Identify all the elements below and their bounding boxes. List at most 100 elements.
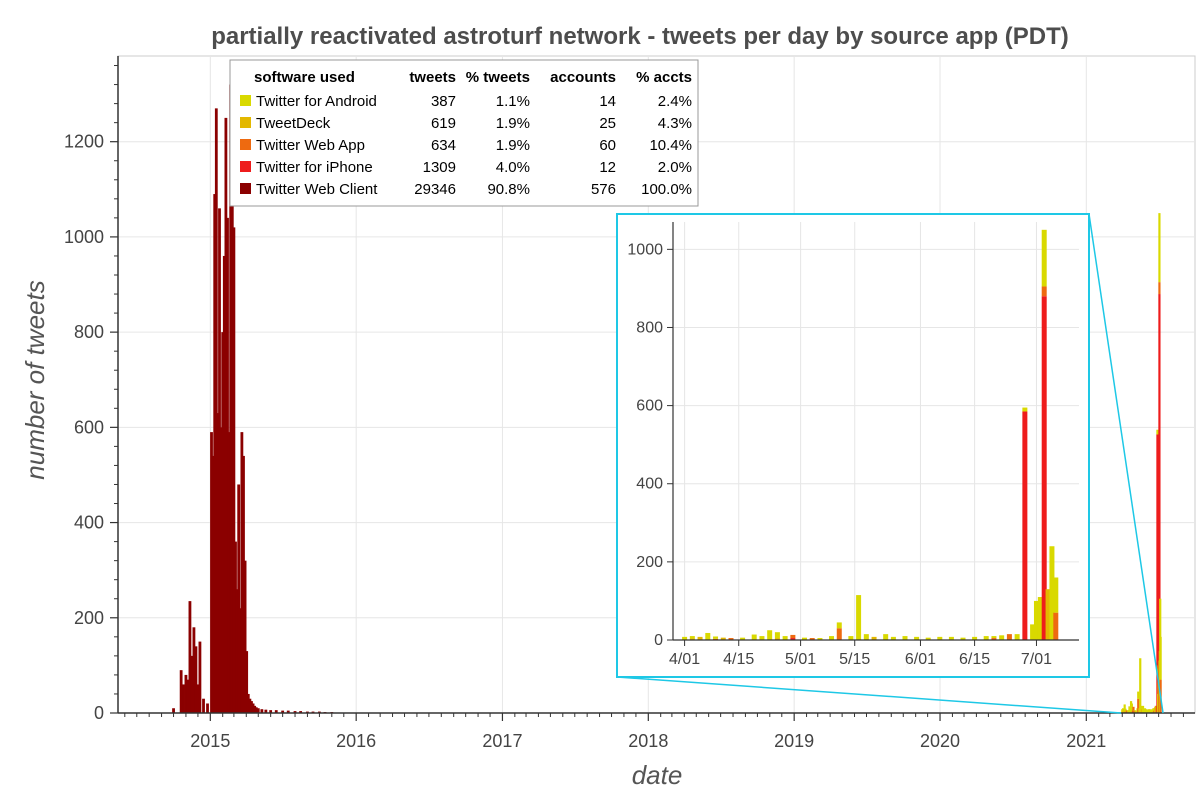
inset-bar xyxy=(817,638,823,640)
legend-header: accounts xyxy=(550,69,616,86)
legend-cell: 1.9% xyxy=(496,115,530,132)
inset-bar xyxy=(689,636,695,639)
main-bar xyxy=(250,701,253,713)
inset-chart: 0 200 400 600 800 1000 4/01 4/15 5/01 5/15 6/01 6/1… xyxy=(616,213,1090,678)
y-tick-label: 0 xyxy=(94,703,104,723)
inset-bar xyxy=(759,636,765,640)
main-bar xyxy=(218,208,221,713)
legend-cell: Twitter Web App xyxy=(256,137,365,154)
inset-bar xyxy=(682,636,688,640)
legend-cell: Twitter Web Client xyxy=(256,181,378,198)
x-axis-label: date xyxy=(632,760,683,790)
main-bar xyxy=(293,711,297,713)
main-bar xyxy=(251,703,255,713)
recent-bar xyxy=(1137,691,1140,699)
inset-bar xyxy=(948,636,954,640)
legend-cell: 2.4% xyxy=(658,93,692,110)
x-tick-label: 2021 xyxy=(1066,731,1106,751)
recent-bar xyxy=(1140,709,1143,713)
main-bar xyxy=(219,427,223,713)
main-bar xyxy=(264,709,268,713)
main-bar xyxy=(210,432,213,713)
legend-cell: 387 xyxy=(431,93,456,110)
inset-y-tick-label: 0 xyxy=(654,632,663,649)
legend-cell: 10.4% xyxy=(649,137,692,154)
main-bar xyxy=(222,255,226,713)
legend-cell: 14 xyxy=(599,93,616,110)
main-bar xyxy=(243,560,247,713)
recent-bar xyxy=(1148,709,1151,713)
inset-bar xyxy=(705,632,711,640)
main-bars xyxy=(172,84,1162,714)
legend-cell: 634 xyxy=(431,137,456,154)
main-bar xyxy=(202,698,205,713)
main-bar xyxy=(226,217,229,713)
main-bar xyxy=(192,627,196,713)
y-tick-label: 400 xyxy=(74,513,104,533)
legend-header: software used xyxy=(254,69,355,86)
inset-bar xyxy=(809,638,815,640)
legend-cell: 1.9% xyxy=(496,137,530,154)
inset-y-tick-label: 400 xyxy=(636,476,663,493)
inset-x-tick-label: 4/01 xyxy=(669,651,700,668)
main-bar xyxy=(281,710,285,713)
main-bar xyxy=(235,589,239,713)
inset-bar xyxy=(697,636,703,640)
inset-bar xyxy=(991,636,997,639)
legend-cell: 1.1% xyxy=(496,93,530,110)
recent-bar xyxy=(1156,429,1159,435)
main-bar xyxy=(198,641,202,713)
y-tick-label: 1200 xyxy=(64,132,104,152)
zoom-line-left xyxy=(616,676,1122,714)
inset-bar xyxy=(848,636,854,640)
recent-bar xyxy=(1132,706,1135,711)
main-bar xyxy=(224,117,228,714)
inset-bar xyxy=(713,636,719,639)
inset-bar xyxy=(1022,411,1028,640)
main-bar xyxy=(237,484,241,713)
y-tick-label: 800 xyxy=(74,322,104,342)
recent-bar xyxy=(1125,710,1129,713)
inset-y-tick-label: 200 xyxy=(636,554,663,571)
main-bar xyxy=(213,194,217,714)
legend-cell: 4.3% xyxy=(658,115,692,132)
inset-x-tick-label: 6/01 xyxy=(905,651,936,668)
zoom-connector-lines xyxy=(616,213,1164,714)
legend-box xyxy=(229,59,699,207)
inset-bar xyxy=(871,636,877,640)
x-tick-label: 2015 xyxy=(190,731,230,751)
legend-cell: 25 xyxy=(599,115,616,132)
inset-bar xyxy=(1030,624,1036,640)
main-bar xyxy=(188,601,192,713)
main-bar xyxy=(190,655,194,713)
main-bar xyxy=(184,674,188,713)
main-bar xyxy=(256,708,260,713)
legend-cell: 100.0% xyxy=(641,181,692,198)
x-tick-label: 2017 xyxy=(482,731,522,751)
main-bar xyxy=(238,608,242,713)
recent-bar xyxy=(1132,710,1135,713)
recent-bar xyxy=(1137,698,1140,713)
inset-bar xyxy=(991,638,997,640)
legend-cell: 4.0% xyxy=(496,159,530,176)
inset-bar xyxy=(1041,229,1047,287)
main-bar xyxy=(196,684,200,713)
inset-bar xyxy=(999,635,1005,640)
main-bar xyxy=(186,679,190,713)
main-bar xyxy=(172,708,175,713)
inset-bar xyxy=(937,636,943,640)
recent-bar xyxy=(1149,710,1153,713)
recent-bar xyxy=(1159,636,1162,680)
legend-cell: TweetDeck xyxy=(256,115,331,132)
main-bar xyxy=(216,413,220,713)
inset-bar xyxy=(1014,634,1020,640)
recent-bar xyxy=(1139,658,1142,713)
legend-cell: 619 xyxy=(431,115,456,132)
legend-cell: 576 xyxy=(591,181,616,198)
inset-x-tick-label: 5/01 xyxy=(785,651,816,668)
inset-frame xyxy=(616,213,1090,678)
inset-y-tick-label: 600 xyxy=(636,398,663,415)
main-bar xyxy=(232,227,236,714)
legend-cell: 1309 xyxy=(423,159,456,176)
